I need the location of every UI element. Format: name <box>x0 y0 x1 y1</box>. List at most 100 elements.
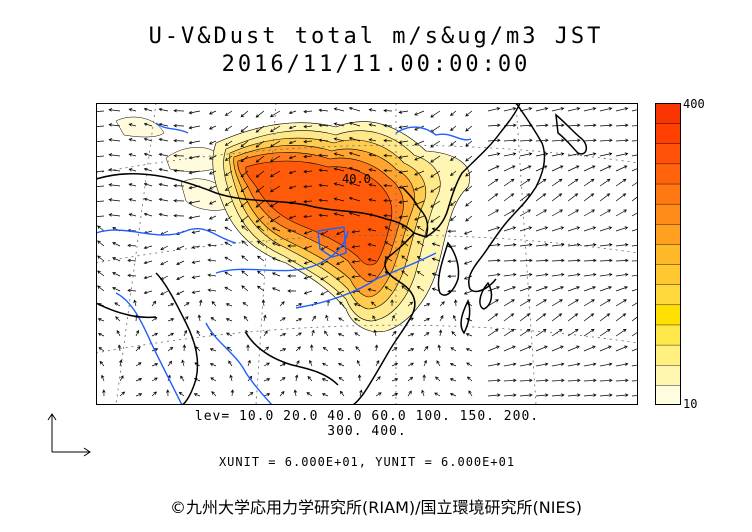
wind-arrow <box>535 123 549 127</box>
wind-arrow <box>224 155 233 161</box>
wind-arrow <box>551 286 564 292</box>
wind-arrow <box>318 168 329 172</box>
wind-arrow <box>224 200 233 206</box>
wind-arrow <box>599 272 613 277</box>
wind-arrow <box>503 107 517 112</box>
wind-arrow <box>567 209 580 217</box>
wind-arrow <box>599 299 611 307</box>
wind-arrow <box>368 108 377 112</box>
wind-arrow <box>303 199 313 204</box>
wind-arrow <box>414 155 425 161</box>
wind-arrow <box>487 165 500 172</box>
wind-arrow <box>631 125 638 127</box>
wind-arrow <box>241 285 249 292</box>
wind-arrow <box>255 140 265 148</box>
wind-arrow <box>519 258 533 263</box>
wind-arrow <box>101 374 105 382</box>
wind-arrow <box>551 345 564 352</box>
wind-arrow <box>151 377 158 382</box>
wind-arrow <box>414 110 425 116</box>
wind-arrow <box>180 375 185 382</box>
wind-arrow <box>333 107 345 112</box>
wind-arrow <box>599 193 611 202</box>
wind-arrow <box>167 303 175 307</box>
colorbar-band <box>655 243 681 265</box>
wind-arrow <box>271 242 281 247</box>
wind-arrow <box>173 123 185 128</box>
wind-arrow <box>257 240 265 247</box>
wind-arrow <box>295 360 300 367</box>
wind-arrow <box>188 200 201 205</box>
wind-arrow <box>108 183 121 187</box>
wind-arrow <box>279 332 287 337</box>
colorbar-max-label: 400 <box>683 97 705 111</box>
wind-arrow <box>599 123 613 127</box>
wind-arrow <box>583 178 595 187</box>
wind-arrow <box>615 378 629 383</box>
wind-arrow <box>535 243 549 247</box>
wind-arrow <box>383 213 393 218</box>
wind-arrow <box>465 170 473 177</box>
wind-arrow <box>519 243 533 247</box>
wind-arrow <box>255 215 265 223</box>
wind-arrow <box>407 362 414 367</box>
wind-arrow <box>288 215 297 220</box>
wind-arrow <box>158 152 169 157</box>
wind-arrow <box>208 155 217 160</box>
wind-arrow <box>135 329 140 337</box>
wind-arrow <box>487 362 501 367</box>
wind-arrow <box>535 313 547 322</box>
wind-arrow <box>567 345 580 352</box>
wind-arrow <box>287 274 297 278</box>
wind-arrow <box>324 330 329 337</box>
wind-arrow <box>108 153 121 157</box>
wind-arrow <box>439 315 444 322</box>
wind-arrow <box>176 245 185 251</box>
wind-arrow <box>599 138 613 143</box>
wind-arrow <box>151 300 157 307</box>
wind-arrow <box>450 125 457 131</box>
wind-arrow <box>119 359 123 367</box>
wind-arrow <box>439 301 445 307</box>
wind-arrow <box>257 225 265 232</box>
wind-arrow <box>336 230 345 235</box>
wind-arrow <box>503 272 517 277</box>
wind-arrow <box>176 275 185 281</box>
wind-arrow <box>353 303 361 307</box>
wind-arrow <box>224 125 233 131</box>
wind-arrow <box>465 200 473 207</box>
wind-arrow <box>354 332 361 337</box>
wind-arrow <box>337 333 345 337</box>
wind-arrow <box>567 393 581 397</box>
wind-arrow <box>416 225 425 232</box>
wind-arrow <box>348 121 361 127</box>
wind-arrow <box>368 123 377 127</box>
wind-arrow <box>567 165 580 172</box>
wind-arrow <box>615 107 629 112</box>
wind-arrow <box>519 362 533 367</box>
wind-arrow <box>519 138 533 143</box>
wind-vectors <box>96 106 638 397</box>
wind-arrow <box>435 376 441 382</box>
wind-arrow <box>143 212 153 217</box>
wind-arrow <box>287 289 297 293</box>
wind-arrow <box>211 300 217 307</box>
wind-arrow <box>535 165 548 172</box>
wind-arrow <box>583 226 597 232</box>
wind-arrow <box>143 182 153 187</box>
wind-arrow <box>535 328 547 337</box>
wind-arrow <box>451 331 457 337</box>
wind-arrow <box>279 390 285 397</box>
wind-arrow <box>182 344 187 352</box>
wind-arrow <box>450 155 457 161</box>
wind-arrow <box>567 138 581 143</box>
wind-arrow <box>356 359 361 367</box>
wind-arrow <box>551 138 565 143</box>
wind-arrow <box>151 391 157 397</box>
wind-arrow <box>96 154 105 159</box>
wind-arrow <box>288 125 297 130</box>
wind-arrow <box>255 155 265 163</box>
wind-arrow <box>336 275 345 280</box>
wind-arrow <box>631 395 638 397</box>
wind-arrow <box>615 178 627 187</box>
